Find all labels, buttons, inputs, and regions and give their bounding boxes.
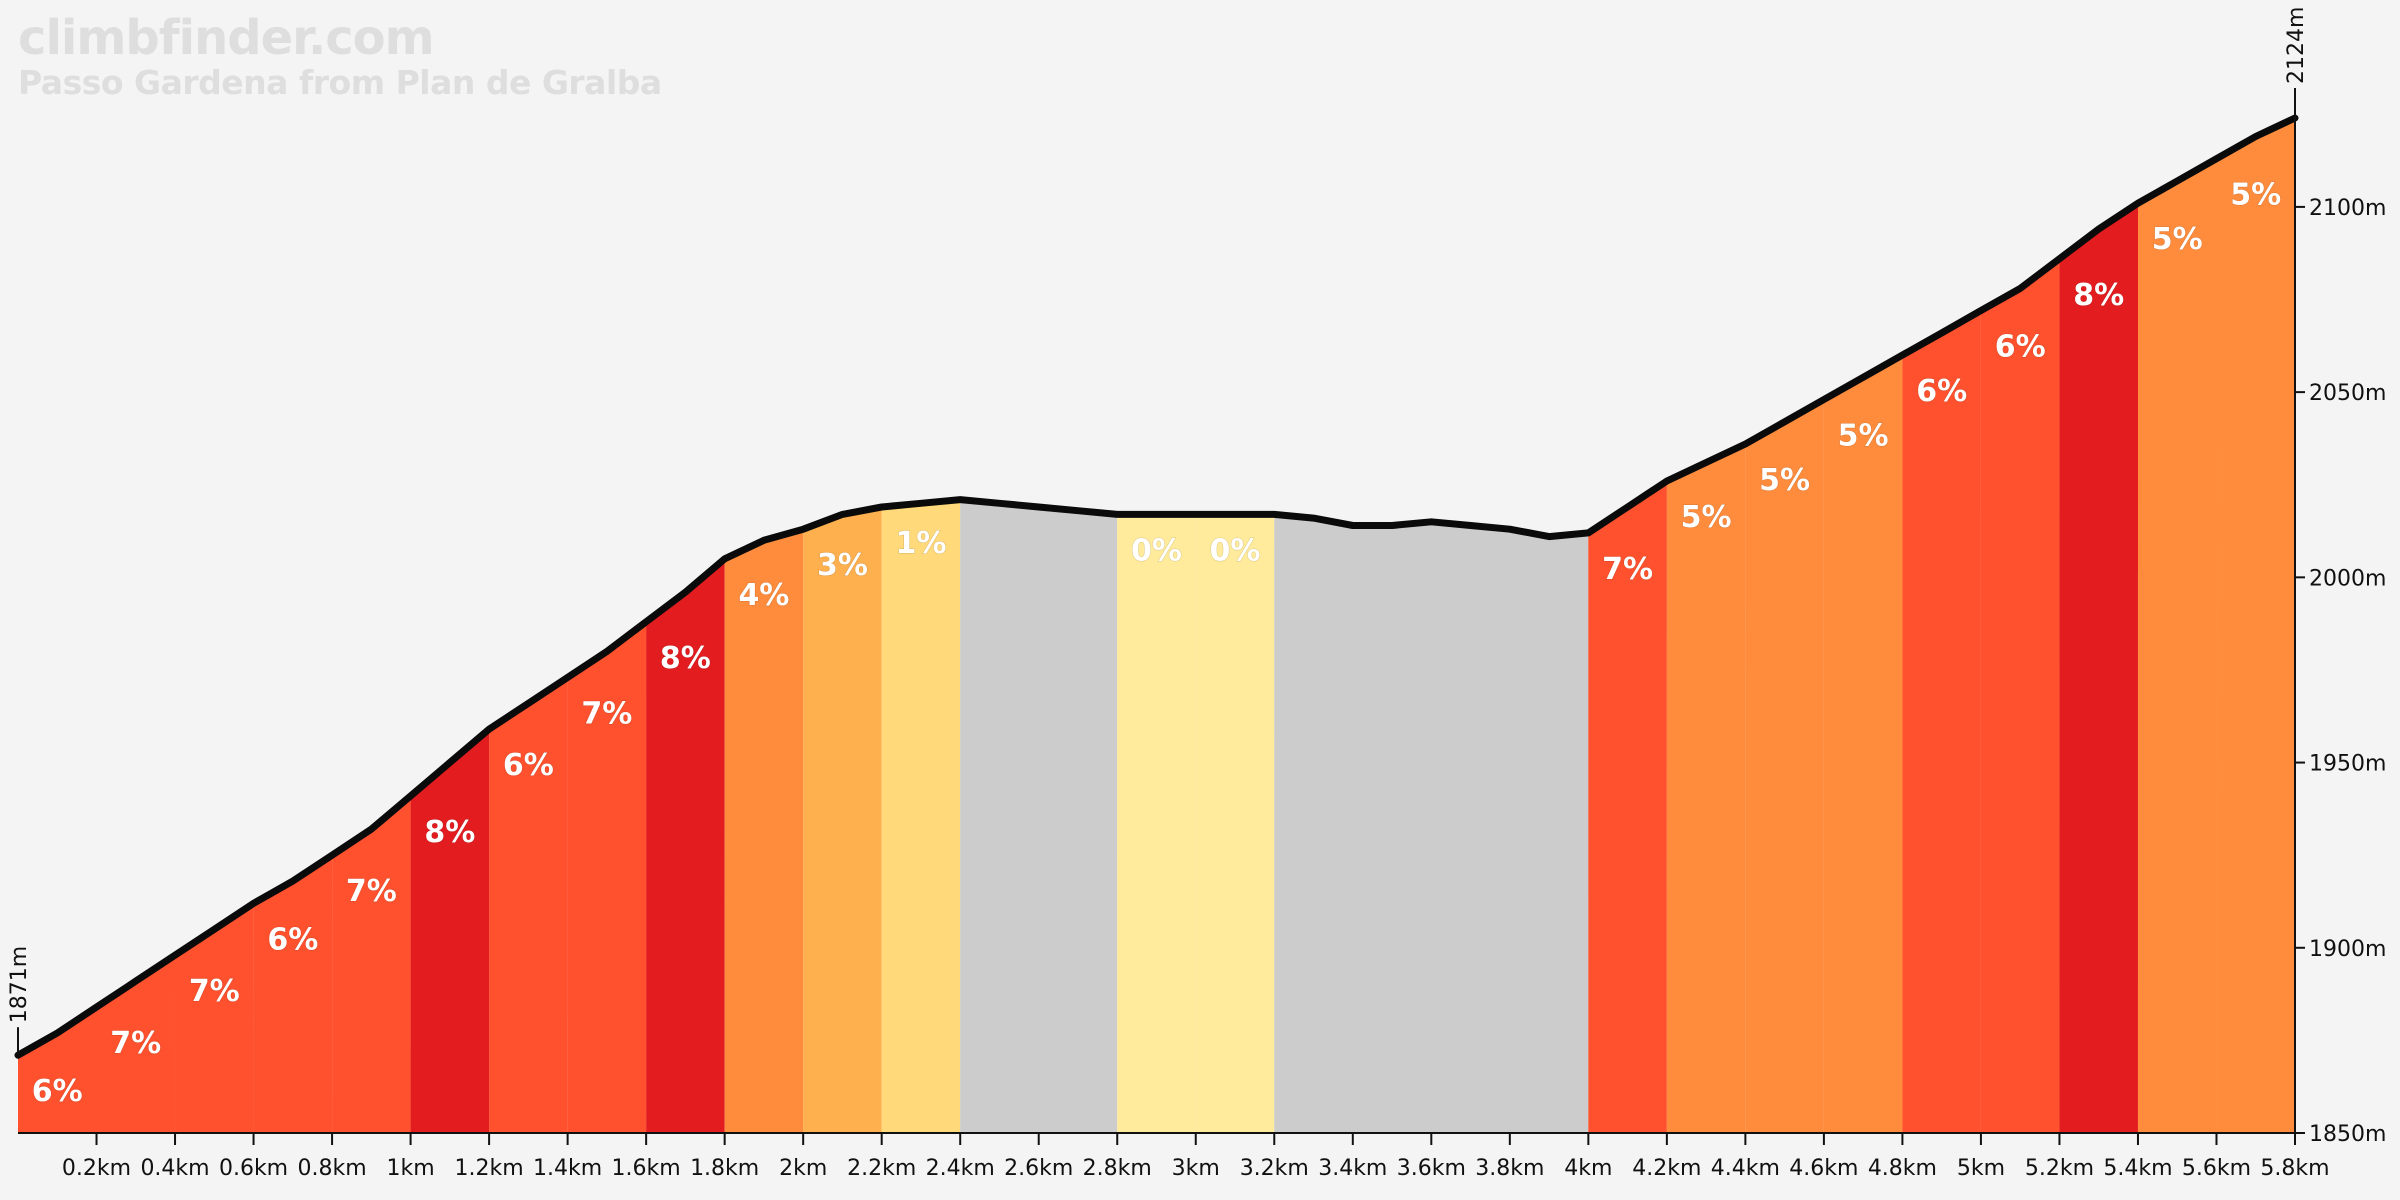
y-tick-label-4: 2050m (2309, 381, 2386, 406)
start-elevation-label: 1871m (7, 946, 32, 1023)
x-tick-label-9: 2km (779, 1156, 827, 1181)
grade-segment-14 (1195, 514, 1275, 1133)
grade-segment-20 (1902, 310, 1981, 1134)
grade-label-1: 7% (110, 1026, 161, 1061)
x-tick-label-17: 3.6km (1397, 1156, 1466, 1181)
grade-label-8: 8% (660, 641, 711, 676)
x-tick-label-5: 1.2km (455, 1156, 524, 1181)
x-tick-label-22: 4.6km (1789, 1156, 1858, 1181)
grade-segment-18 (1745, 399, 1824, 1133)
grade-segment-7 (567, 621, 647, 1133)
grade-label-19: 5% (1838, 419, 1889, 454)
grade-label-11: 1% (895, 526, 946, 561)
grade-label-2: 7% (189, 974, 240, 1009)
grade-segment-16 (1588, 481, 1667, 1133)
grade-segment-6 (489, 677, 568, 1133)
x-tick-label-12: 2.6km (1004, 1156, 1073, 1181)
grade-segment-13 (1117, 514, 1196, 1133)
grade-segment-22 (2059, 203, 2138, 1133)
x-tick-label-4: 1km (387, 1156, 435, 1181)
grade-label-24: 5% (2230, 178, 2281, 213)
grade-label-20: 6% (1916, 374, 1967, 409)
grade-label-9: 4% (738, 578, 789, 613)
grade-segment-4 (332, 795, 411, 1133)
x-tick-label-27: 5.6km (2182, 1156, 2251, 1181)
grade-label-7: 7% (581, 696, 632, 731)
grade-label-21: 6% (1995, 330, 2046, 365)
y-axis: 1850m 1900m 1950m 2000m 2050m 2100m (2294, 118, 2386, 1147)
grade-segment-1 (96, 955, 176, 1133)
x-tick-label-0: 0.2km (62, 1156, 131, 1181)
x-tick-label-10: 2.2km (847, 1156, 916, 1181)
x-tick-label-8: 1.8km (690, 1156, 759, 1181)
grade-segment-0 (18, 1007, 97, 1133)
grade-label-22: 8% (2073, 278, 2124, 313)
grade-segments (18, 118, 2295, 1134)
x-tick-label-19: 4km (1564, 1156, 1612, 1181)
end-markers: 1871m 2124m (7, 7, 2309, 1056)
grade-label-5: 8% (424, 815, 475, 850)
x-tick-label-18: 3.8km (1475, 1156, 1544, 1181)
grade-label-10: 3% (817, 548, 868, 583)
x-tick-label-24: 5km (1957, 1156, 2005, 1181)
grade-segment-3 (253, 855, 333, 1133)
grade-segment-2 (175, 903, 254, 1133)
grade-segment-9 (724, 529, 804, 1133)
profile-line-group (14, 114, 2299, 1059)
x-tick-label-28: 5.8km (2260, 1156, 2329, 1181)
grade-segment-15 (1274, 514, 1589, 1133)
x-axis: 0.2km 0.4km 0.6km 0.8km 1km 1.2km 1.4km 1.6km 1.… (18, 1132, 2330, 1181)
grade-label-6: 6% (503, 748, 554, 783)
grade-segment-21 (1980, 258, 2060, 1133)
grade-label-14: 0% (1210, 533, 1261, 568)
x-tick-label-11: 2.4km (926, 1156, 995, 1181)
x-tick-label-16: 3.4km (1318, 1156, 1387, 1181)
x-tick-label-14: 3km (1172, 1156, 1220, 1181)
y-tick-label-5: 2100m (2309, 196, 2386, 221)
x-tick-label-23: 4.8km (1868, 1156, 1937, 1181)
x-tick-label-7: 1.6km (612, 1156, 681, 1181)
chart-subtitle: Passo Gardena from Plan de Gralba (18, 63, 662, 102)
x-tick-label-13: 2.8km (1083, 1156, 1152, 1181)
grade-label-17: 5% (1681, 500, 1732, 535)
grade-label-18: 5% (1759, 463, 1810, 498)
x-tick-label-1: 0.4km (140, 1156, 209, 1181)
y-tick-label-3: 2000m (2309, 566, 2386, 591)
x-tick-label-6: 1.4km (533, 1156, 602, 1181)
y-tick-label-1: 1900m (2309, 937, 2386, 962)
brand-logo-text: climbfinder.com (18, 10, 435, 66)
grade-label-3: 6% (267, 922, 318, 957)
y-tick-label-2: 1950m (2309, 752, 2386, 777)
x-tick-label-26: 5.4km (2103, 1156, 2172, 1181)
grade-segment-10 (803, 507, 882, 1133)
x-tick-label-3: 0.8km (297, 1156, 366, 1181)
grade-label-23: 5% (2152, 222, 2203, 257)
grade-label-16: 7% (1602, 552, 1653, 587)
grade-segment-12 (960, 499, 1118, 1134)
x-tick-label-2: 0.6km (219, 1156, 288, 1181)
grade-segment-11 (881, 499, 961, 1134)
grade-segment-8 (646, 558, 725, 1133)
y-tick-label-0: 1850m (2309, 1122, 2386, 1147)
grade-label-4: 7% (346, 874, 397, 909)
x-tick-label-25: 5.2km (2025, 1156, 2094, 1181)
grade-segment-24 (2216, 118, 2295, 1133)
end-elevation-label: 2124m (2284, 7, 2309, 84)
x-tick-label-20: 4.2km (1632, 1156, 1701, 1181)
grade-segment-5 (410, 729, 490, 1133)
grade-labels: 6% 7% 7% 6% 7% 8% 6% 7% 8% 4% 3% 1% 0% 0% 7% 5% 5% 5% 6% 6%… (31, 177, 2281, 1109)
profile-line (14, 114, 2299, 1059)
x-tick-label-21: 4.4km (1711, 1156, 1780, 1181)
grade-segment-17 (1666, 444, 1746, 1133)
x-tick-label-15: 3.2km (1240, 1156, 1309, 1181)
grade-segment-23 (2137, 158, 2217, 1133)
grade-label-13: 0% (1131, 533, 1182, 568)
grade-label-0: 6% (32, 1074, 83, 1109)
grade-segment-19 (1823, 355, 1903, 1134)
